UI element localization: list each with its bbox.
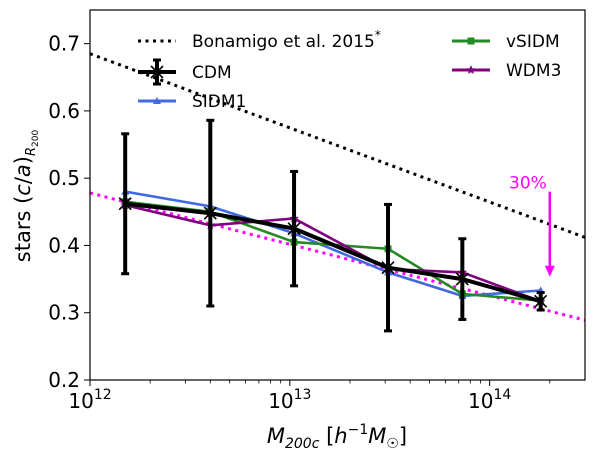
point-cdm-1	[203, 206, 217, 220]
legend-item-vsidm: vSIDM	[452, 32, 560, 52]
legend-label-wdm3: WDM3	[506, 61, 561, 81]
legend-marker-wdm3	[466, 65, 476, 74]
reference-line-0	[90, 52, 585, 239]
point-cdm-2-b	[287, 222, 301, 236]
legend-label-vsidm: vSIDM	[506, 32, 560, 52]
legend: Bonamigo et al. 2015* CDM SIDM1 vSIDM WDM3	[138, 28, 561, 112]
x-tick-label-1: 1013	[268, 387, 311, 413]
plot-frame	[89, 9, 586, 381]
point-cdm-3-b	[381, 261, 395, 275]
point-cdm-5-b	[534, 294, 548, 308]
y-tick-label-2: 0.4	[48, 233, 80, 257]
y-tick-label-1: 0.3	[48, 301, 80, 325]
reference-line-1	[90, 191, 585, 322]
legend-marker-cdm-b	[150, 65, 164, 79]
x-axis-label: M200c [h−1M☉]	[267, 422, 407, 452]
y-tick-label-4: 0.6	[48, 99, 80, 123]
series-wdm3	[120, 200, 546, 306]
point-cdm-5	[534, 294, 548, 308]
legend-item-cdm: CDM	[138, 58, 232, 86]
annotation-label: 30%	[509, 174, 547, 194]
annotation-arrow-head	[544, 265, 555, 277]
x-axis-ticks: 1012 1013 1014	[68, 380, 551, 413]
series-line-cdm	[124, 201, 542, 304]
point-cdm-0	[118, 197, 132, 211]
legend-item-bonamigo: Bonamigo et al. 2015*	[138, 28, 381, 52]
point-cdm-2	[287, 222, 301, 236]
legend-label-cdm: CDM	[192, 63, 232, 83]
point-cdm-4-b	[455, 272, 469, 286]
y-axis-ticks: 0.2 0.3 0.4 0.5 0.6 0.7	[48, 32, 90, 392]
legend-label-bonamigo: Bonamigo et al. 2015*	[192, 28, 381, 52]
annotation: 30%	[509, 174, 555, 277]
point-cdm-0-b	[118, 197, 132, 211]
y-tick-label-5: 0.7	[48, 32, 80, 56]
legend-label-sidm1: SIDM1	[192, 92, 246, 112]
data-series	[118, 118, 548, 333]
point-cdm-4	[455, 272, 469, 286]
x-tick-label-2: 1014	[468, 387, 511, 413]
legend-item-wdm3: WDM3	[452, 61, 561, 81]
legend-marker-cdm	[150, 65, 164, 79]
x-tick-label-0: 1012	[68, 387, 111, 413]
y-axis-label: stars (c/a)R200	[11, 130, 41, 263]
series-cdm	[118, 118, 548, 333]
point-cdm-1-b	[203, 206, 217, 220]
legend-item-sidm1: SIDM1	[138, 92, 246, 112]
legend-marker-vsidm	[467, 37, 475, 45]
point-cdm-3	[381, 261, 395, 275]
y-tick-label-0: 0.2	[48, 368, 80, 392]
legend-marker-sidm1	[153, 97, 161, 104]
reference-lines	[90, 52, 585, 322]
y-tick-label-3: 0.5	[48, 166, 80, 190]
series-vsidm	[121, 198, 545, 305]
series-line-wdm3	[124, 203, 542, 303]
